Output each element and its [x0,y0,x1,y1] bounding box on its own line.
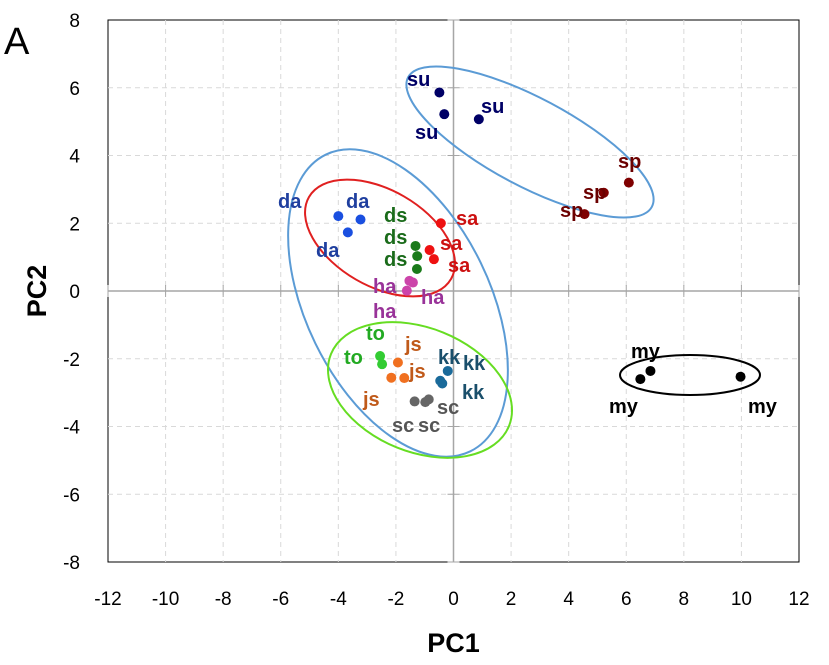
x-tick-label: 10 [731,589,752,610]
point-sp [598,187,609,198]
point-label-sc: sc [392,415,414,437]
x-tick-label: 12 [788,589,809,610]
y-tick-label: 4 [69,147,80,168]
point-label-kk: kk [438,347,461,369]
point-label-su: su [415,122,438,144]
x-tick-label: 6 [621,589,632,610]
point-label-js: js [362,389,380,411]
y-tick-label: 8 [69,11,80,32]
y-tick-label: 2 [69,214,80,235]
point-label-my: my [609,396,639,418]
point-label-ds: ds [384,227,407,249]
point-su [434,87,445,98]
point-label-su: su [407,69,430,91]
y-tick-label: 6 [69,79,80,100]
point-ha [401,285,412,296]
x-axis-title: PC1 [427,628,480,658]
point-label-sc: sc [418,415,440,437]
point-sc [423,394,434,405]
ellipse-large-group [287,148,509,458]
point-label-sp: sp [583,182,606,204]
point-da [342,227,353,238]
point-my [635,374,646,385]
point-label-ds: ds [384,249,407,271]
ellipse-to-js-kk-sc [327,321,513,459]
x-tick-label: -10 [152,589,179,610]
point-label-ha: ha [373,301,397,323]
x-tick-label: -12 [94,589,121,610]
ellipse-su-sp [405,65,655,219]
panel-label: A [4,21,30,63]
point-ds [411,263,422,274]
point-label-sp: sp [618,151,641,173]
point-label-js: js [404,334,422,356]
y-tick-label: -8 [63,553,80,574]
point-sc [409,396,420,407]
point-label-kk: kk [463,353,486,375]
point-label-da: da [346,191,370,213]
point-my [645,365,656,376]
point-label-ha: ha [421,287,445,309]
x-tick-label: -6 [272,589,289,610]
point-label-da: da [278,191,302,213]
point-label-sa: sa [456,208,479,230]
point-label-kk: kk [462,382,485,404]
ellipse-my [619,354,761,396]
point-ds [410,240,421,251]
point-label-ds: ds [384,205,407,227]
point-sa [428,254,439,265]
point-sa [435,218,446,229]
point-label-sa: sa [440,233,463,255]
point-su [473,114,484,125]
y-tick-label: 0 [69,282,80,303]
x-tick-label: -4 [330,589,347,610]
point-js [386,372,397,383]
point-ha [407,277,418,288]
point-sp [579,209,590,220]
point-my [735,371,746,382]
point-label-ha: ha [373,276,397,298]
point-js [399,373,410,384]
point-ds [412,251,423,262]
point-label-sa: sa [448,255,471,277]
point-label-da: da [316,240,340,262]
point-label-su: su [481,96,504,118]
y-tick-label: -2 [63,350,80,371]
x-tick-label: -2 [387,589,404,610]
ellipse-da-ds-sa-ha [304,178,456,298]
point-label-sc: sc [437,397,459,419]
point-label-my: my [631,341,661,363]
point-da [355,214,366,225]
y-tick-label: -6 [63,485,80,506]
point-su [439,109,450,120]
point-to [377,359,388,370]
point-kk [437,378,448,389]
point-kk [442,365,453,376]
point-label-to: to [366,323,385,345]
point-sp [623,177,634,188]
x-tick-label: 2 [506,589,517,610]
point-label-my: my [748,396,778,418]
x-tick-label: 0 [448,589,459,610]
point-label-js: js [408,361,426,383]
x-tick-label: -8 [215,589,232,610]
point-label-sp: sp [560,200,583,222]
point-js [392,357,403,368]
x-tick-label: 8 [679,589,690,610]
y-axis-title: PC2 [22,265,52,318]
x-tick-label: 4 [563,589,574,610]
point-label-to: to [344,347,363,369]
point-sa [424,245,435,256]
point-to [375,351,386,362]
y-tick-label: -4 [63,418,80,439]
point-da [333,211,344,222]
